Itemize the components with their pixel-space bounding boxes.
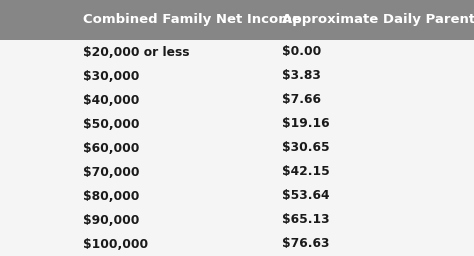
Bar [0,40,474,256]
Text: Approximate Daily Parent Fee: Approximate Daily Parent Fee [282,14,474,27]
Text: $80,000: $80,000 [83,189,139,202]
Text: $50,000: $50,000 [83,118,139,131]
Text: $3.83: $3.83 [282,69,321,82]
Text: $60,000: $60,000 [83,142,139,155]
Text: $65.13: $65.13 [282,214,329,227]
Text: $70,000: $70,000 [83,165,139,178]
Text: $30.65: $30.65 [282,142,329,155]
Text: $100,000: $100,000 [83,238,148,251]
Text: $20,000 or less: $20,000 or less [83,46,190,59]
Text: $53.64: $53.64 [282,189,329,202]
Text: Combined Family Net Income: Combined Family Net Income [83,14,301,27]
Text: $7.66: $7.66 [282,93,321,106]
Text: $19.16: $19.16 [282,118,329,131]
Text: $40,000: $40,000 [83,93,139,106]
Text: $0.00: $0.00 [282,46,321,59]
Bar [0,0,474,40]
Text: $76.63: $76.63 [282,238,329,251]
Text: $42.15: $42.15 [282,165,330,178]
Text: $30,000: $30,000 [83,69,139,82]
Text: $90,000: $90,000 [83,214,139,227]
